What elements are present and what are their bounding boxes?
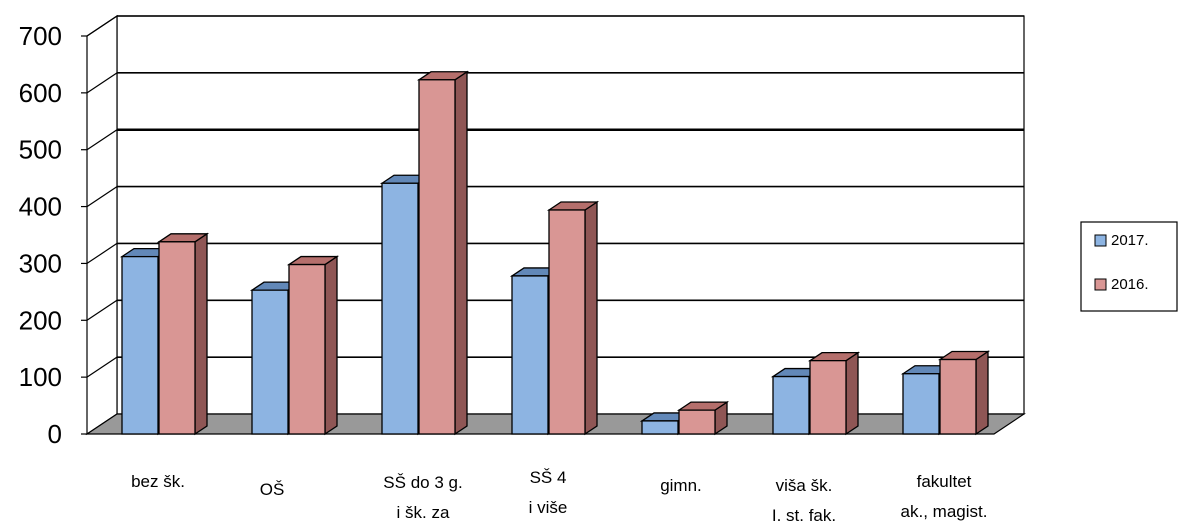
category-label: viša šk. xyxy=(776,476,833,495)
legend-swatch xyxy=(1094,278,1107,291)
bars xyxy=(119,70,991,436)
gridline-side-100 xyxy=(86,356,118,378)
bar-front xyxy=(678,409,716,435)
bar-front xyxy=(288,263,326,435)
y-tick-label: 500 xyxy=(19,135,62,165)
bar-front xyxy=(511,275,549,435)
bar-side xyxy=(324,255,338,436)
category-labels: bez šk. OŠ SŠ do 3 g. i šk. za SŠ 4 i više gim… xyxy=(131,468,987,525)
category-label: ak., magist. xyxy=(901,502,988,521)
category-label: i više xyxy=(529,498,568,517)
gridline-side-700 xyxy=(86,15,118,37)
bar-2016.-6 xyxy=(937,350,991,436)
bar-2016.-1 xyxy=(286,255,340,436)
y-tick-label: 400 xyxy=(19,192,62,222)
bar-front xyxy=(548,209,586,435)
bar-front xyxy=(772,375,810,435)
gridline-side-500 xyxy=(86,129,118,151)
bar-side xyxy=(845,351,859,436)
bar-2016.-2 xyxy=(416,70,470,436)
bar-front xyxy=(158,241,196,435)
bar-side xyxy=(194,232,208,436)
bar-front xyxy=(939,358,977,435)
legend-label: 2017. xyxy=(1111,232,1149,249)
gridline-side-200 xyxy=(86,299,118,321)
y-axis-ticks: 0 100 200 300 400 500 600 700 xyxy=(19,21,87,449)
bar-side xyxy=(454,70,468,436)
category-label: SŠ do 3 g. xyxy=(383,473,462,492)
legend-swatch xyxy=(1094,234,1107,247)
bar-2016.-3 xyxy=(546,200,600,436)
y-tick-label: 100 xyxy=(19,362,62,392)
category-label: I. st. fak. xyxy=(772,506,836,525)
y-tick-label: 600 xyxy=(19,78,62,108)
legend-label: 2016. xyxy=(1111,276,1149,293)
category-label: bez šk. xyxy=(131,472,185,491)
y-tick-label: 300 xyxy=(19,248,62,278)
category-label: fakultet xyxy=(917,472,972,491)
gridline-side-300 xyxy=(86,242,118,264)
bar-2016.-0 xyxy=(156,232,210,436)
gridline-side-600 xyxy=(86,72,118,94)
category-label: SŠ 4 xyxy=(530,468,567,487)
bar-front xyxy=(902,373,940,435)
bar-2016.-5 xyxy=(807,351,861,436)
bar-front xyxy=(809,360,847,435)
category-label: gimn. xyxy=(660,476,702,495)
gridlines xyxy=(86,15,1024,378)
bar-side xyxy=(584,200,598,436)
y-tick-label: 0 xyxy=(48,419,62,449)
bar-front xyxy=(641,420,679,435)
bar-2016.-4 xyxy=(676,400,730,436)
bar-side xyxy=(975,350,989,436)
gridline-side-400 xyxy=(86,186,118,208)
bar-front xyxy=(121,255,159,435)
category-label: OŠ xyxy=(260,480,285,499)
category-label: i šk. za xyxy=(397,503,450,522)
bar-front xyxy=(251,289,289,435)
legend: 2017. 2016. xyxy=(1080,221,1178,312)
side-wall xyxy=(86,14,118,436)
bar-front xyxy=(381,182,419,435)
bar-front xyxy=(418,79,456,435)
y-tick-label: 700 xyxy=(19,21,62,51)
y-tick-label: 200 xyxy=(19,305,62,335)
